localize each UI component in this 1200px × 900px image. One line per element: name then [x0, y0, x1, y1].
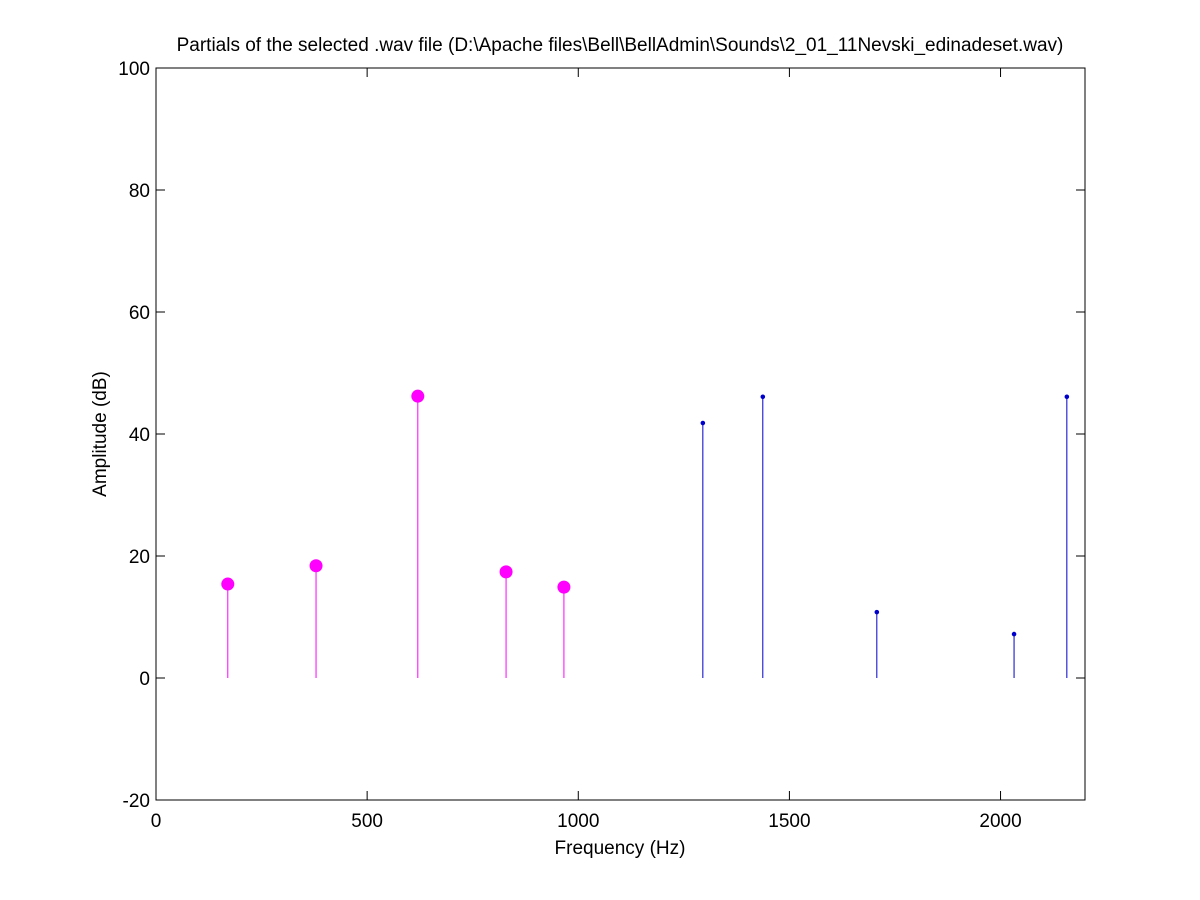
y-tick-label: 40 — [129, 425, 150, 446]
y-tick-label: 80 — [129, 181, 150, 202]
stem-marker — [557, 580, 571, 594]
stem-marker — [309, 559, 323, 573]
stem-marker — [700, 420, 706, 426]
y-tick-label: -20 — [123, 791, 150, 812]
y-tick-label: 0 — [139, 669, 150, 690]
stem-marker — [1011, 631, 1017, 637]
y-tick-label: 100 — [118, 59, 150, 80]
x-tick-label: 2000 — [979, 811, 1021, 832]
x-tick-label: 1500 — [768, 811, 810, 832]
y-axis-label: Amplitude (dB) — [90, 371, 111, 497]
x-tick-label: 500 — [351, 811, 383, 832]
stem-marker — [760, 394, 766, 400]
stem-marker — [221, 577, 235, 591]
y-tick-label: 20 — [129, 547, 150, 568]
plot-area — [155, 67, 1086, 801]
x-tick-label: 0 — [151, 811, 162, 832]
x-axis-label: Frequency (Hz) — [555, 838, 686, 859]
x-tick-label: 1000 — [557, 811, 599, 832]
y-tick-label: 60 — [129, 303, 150, 324]
stem-marker — [1064, 394, 1070, 400]
stem-marker — [411, 389, 425, 403]
stem-marker — [499, 565, 513, 579]
stem-marker — [874, 609, 880, 615]
chart-title: Partials of the selected .wav file (D:\A… — [177, 35, 1064, 56]
